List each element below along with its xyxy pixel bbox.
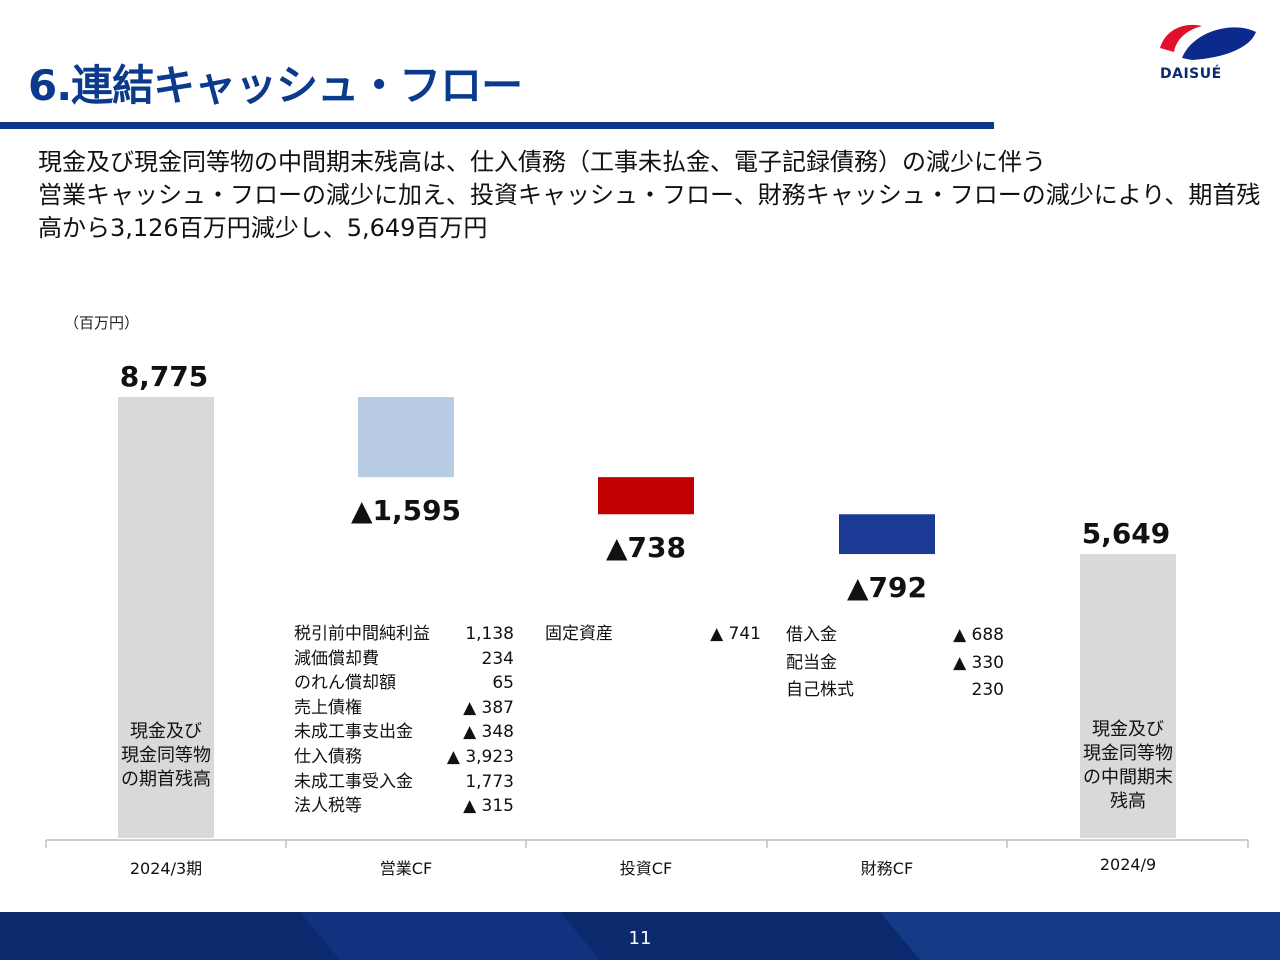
- logo-text: DAISUÉ: [1160, 66, 1222, 82]
- breakdown-label: 未成工事受入金: [294, 771, 413, 792]
- breakdown-label: 税引前中間純利益: [294, 624, 430, 644]
- summary-line-1: 現金及び現金同等物の中間期末残高は、仕入債務（工事未払金、電子記録債務）の減少に…: [38, 148, 1046, 176]
- breakdown-label: 配当金: [786, 652, 837, 673]
- daisue-logo: [1160, 24, 1256, 60]
- breakdown-value: ▲ 741: [710, 624, 761, 644]
- investing-cf-breakdown: 固定資産 ▲ 741: [545, 622, 761, 647]
- breakdown-label: 固定資産: [545, 624, 613, 644]
- title-underline: [0, 122, 994, 129]
- operating-cf-breakdown: 税引前中間純利益 1,138 減価償却費 234 のれん償却額 65 売上債権 ▲ 387 未成…: [294, 622, 514, 819]
- breakdown-label: 法人税等: [294, 796, 362, 817]
- breakdown-value: 234: [481, 648, 514, 669]
- bar-inner-label: 現金及び: [1092, 719, 1164, 740]
- breakdown-value: 65: [492, 673, 514, 694]
- x-tick-label: 財務CF: [861, 859, 913, 878]
- breakdown-row: のれん償却額 65: [294, 671, 514, 696]
- breakdown-label: 減価償却費: [294, 648, 379, 669]
- page-number: 11: [628, 928, 652, 949]
- value-label-財務CF: ▲792: [847, 571, 927, 604]
- value-label-2024/3期: 8,775: [120, 360, 209, 393]
- breakdown-row: 法人税等 ▲ 315: [294, 794, 514, 819]
- breakdown-value: ▲ 3,923: [446, 746, 514, 767]
- breakdown-label: のれん償却額: [294, 673, 396, 694]
- breakdown-value: 1,773: [465, 771, 514, 792]
- bar-inner-label: の中間期末: [1083, 767, 1173, 788]
- breakdown-label: 仕入債務: [294, 746, 362, 767]
- breakdown-value: ▲ 315: [463, 796, 514, 817]
- x-tick-label: 投資CF: [620, 859, 672, 878]
- breakdown-row: 未成工事受入金 1,773: [294, 770, 514, 795]
- breakdown-value: ▲ 330: [953, 652, 1004, 673]
- summary-text: 現金及び現金同等物の中間期末残高は、仕入債務（工事未払金、電子記録債務）の減少に…: [38, 146, 1261, 245]
- breakdown-label: 売上債権: [294, 697, 362, 718]
- breakdown-value: ▲ 348: [463, 722, 514, 743]
- bar-2024/9: [1080, 554, 1176, 838]
- summary-line-2: 営業キャッシュ・フローの減少に加え、投資キャッシュ・フロー、財務キャッシュ・フロ…: [38, 181, 1261, 209]
- breakdown-label: 自己株式: [786, 680, 854, 701]
- bar-inner-label: 現金同等物: [121, 745, 211, 766]
- summary-line-3: 高から3,126百万円減少し、5,649百万円: [38, 214, 488, 242]
- bar-inner-label: 現金同等物: [1083, 743, 1173, 764]
- page-title: 6.連結キャッシュ・フロー: [28, 61, 523, 110]
- breakdown-value: 1,138: [465, 624, 514, 644]
- breakdown-row: 仕入債務 ▲ 3,923: [294, 745, 514, 770]
- breakdown-value: ▲ 688: [953, 625, 1004, 645]
- breakdown-value: ▲ 387: [463, 697, 514, 718]
- bar-財務CF: [839, 514, 935, 555]
- bar-営業CF: [358, 397, 454, 478]
- financing-cf-breakdown: 借入金 ▲ 688 配当金 ▲ 330 自己株式 230: [786, 622, 1004, 705]
- breakdown-value: 230: [971, 680, 1004, 701]
- breakdown-row: 減価償却費 234: [294, 647, 514, 672]
- breakdown-label: 未成工事支出金: [294, 722, 413, 743]
- breakdown-row: 自己株式 230: [786, 677, 1004, 705]
- footer-bar: [0, 912, 1280, 960]
- breakdown-row: 固定資産 ▲ 741: [545, 622, 761, 647]
- value-label-営業CF: ▲1,595: [351, 494, 461, 527]
- bar-inner-label: 残高: [1110, 791, 1146, 812]
- bar-inner-label: 現金及び: [130, 721, 202, 742]
- value-label-投資CF: ▲738: [606, 531, 686, 564]
- bar-inner-label: の期首残高: [121, 769, 211, 790]
- breakdown-row: 未成工事支出金 ▲ 348: [294, 720, 514, 745]
- unit-label: （百万円）: [64, 314, 140, 332]
- bar-2024/3期: [118, 397, 214, 838]
- value-label-2024/9: 5,649: [1082, 517, 1171, 550]
- breakdown-row: 配当金 ▲ 330: [786, 650, 1004, 678]
- x-tick-label: 2024/9: [1100, 855, 1156, 874]
- breakdown-row: 借入金 ▲ 688: [786, 622, 1004, 650]
- x-tick-label: 2024/3期: [130, 859, 202, 878]
- x-tick-label: 営業CF: [380, 859, 432, 878]
- breakdown-row: 税引前中間純利益 1,138: [294, 622, 514, 647]
- breakdown-label: 借入金: [786, 625, 837, 645]
- breakdown-row: 売上債権 ▲ 387: [294, 696, 514, 721]
- bar-投資CF: [598, 477, 694, 515]
